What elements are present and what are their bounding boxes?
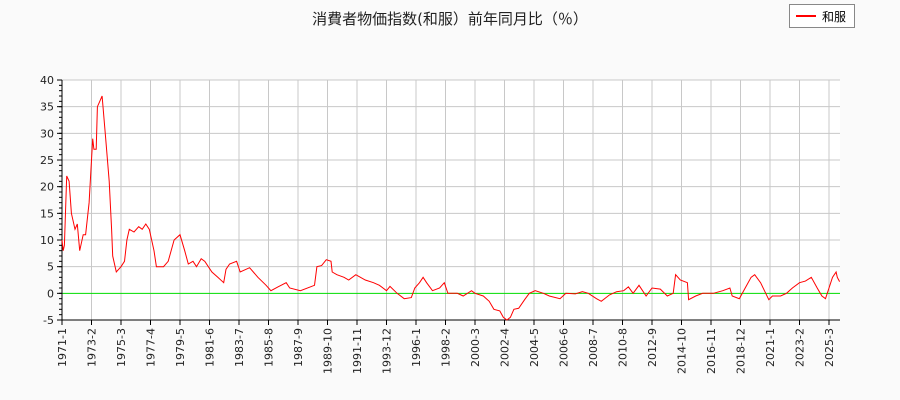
- y-tick-label: -5: [43, 314, 54, 327]
- legend-label: 和服: [822, 10, 847, 24]
- y-tick-label: 15: [40, 207, 54, 220]
- x-tick-label: 1973-2: [86, 328, 99, 367]
- x-tick-label: 2016-11: [705, 328, 718, 374]
- x-tick-label: 2021-1: [764, 328, 777, 367]
- x-tick-label: 2010-8: [617, 328, 630, 367]
- y-tick-label: 30: [40, 127, 54, 140]
- x-tick-label: 1979-5: [174, 328, 187, 367]
- y-tick-label: 25: [40, 154, 54, 167]
- x-tick-label: 1987-9: [292, 328, 305, 367]
- x-tick-label: 2018-12: [735, 328, 748, 374]
- x-tick-label: 2004-5: [528, 328, 541, 367]
- x-tick-label: 1971-1: [56, 328, 69, 367]
- x-tick-label: 1993-12: [381, 328, 394, 374]
- y-tick-label: 40: [40, 74, 54, 87]
- legend-swatch: [796, 15, 816, 17]
- y-tick-label: 5: [47, 261, 54, 274]
- x-tick-label: 1977-4: [145, 328, 158, 367]
- x-tick-label: 1989-10: [322, 328, 335, 374]
- x-tick-label: 2025-3: [823, 328, 836, 367]
- x-tick-label: 1996-1: [410, 328, 423, 367]
- x-tick-label: 2002-4: [499, 328, 512, 367]
- y-tick-label: 20: [40, 181, 54, 194]
- x-tick-label: 2012-9: [646, 328, 659, 367]
- x-tick-label: 1998-2: [440, 328, 453, 367]
- series-line: [61, 95, 841, 321]
- x-tick-label: 1983-7: [233, 328, 246, 367]
- x-tick-label: 1975-3: [115, 328, 128, 367]
- y-tick-label: 35: [40, 101, 54, 114]
- y-tick-label: 0: [47, 287, 54, 300]
- chart-title: 消費者物価指数(和服）前年同月比（％）: [312, 10, 588, 28]
- x-tick-label: 2014-10: [676, 328, 689, 374]
- x-tick-label: 2023-2: [794, 328, 807, 367]
- x-tick-label: 1981-6: [204, 328, 217, 367]
- plot-area: [62, 80, 840, 320]
- x-tick-label: 1991-11: [351, 328, 364, 374]
- x-tick-label: 1985-8: [263, 328, 276, 367]
- legend: 和服: [789, 4, 855, 28]
- x-tick-label: 2006-6: [558, 328, 571, 367]
- x-tick-label: 2008-7: [587, 328, 600, 367]
- y-tick-label: 10: [40, 234, 54, 247]
- x-tick-label: 2000-3: [469, 328, 482, 367]
